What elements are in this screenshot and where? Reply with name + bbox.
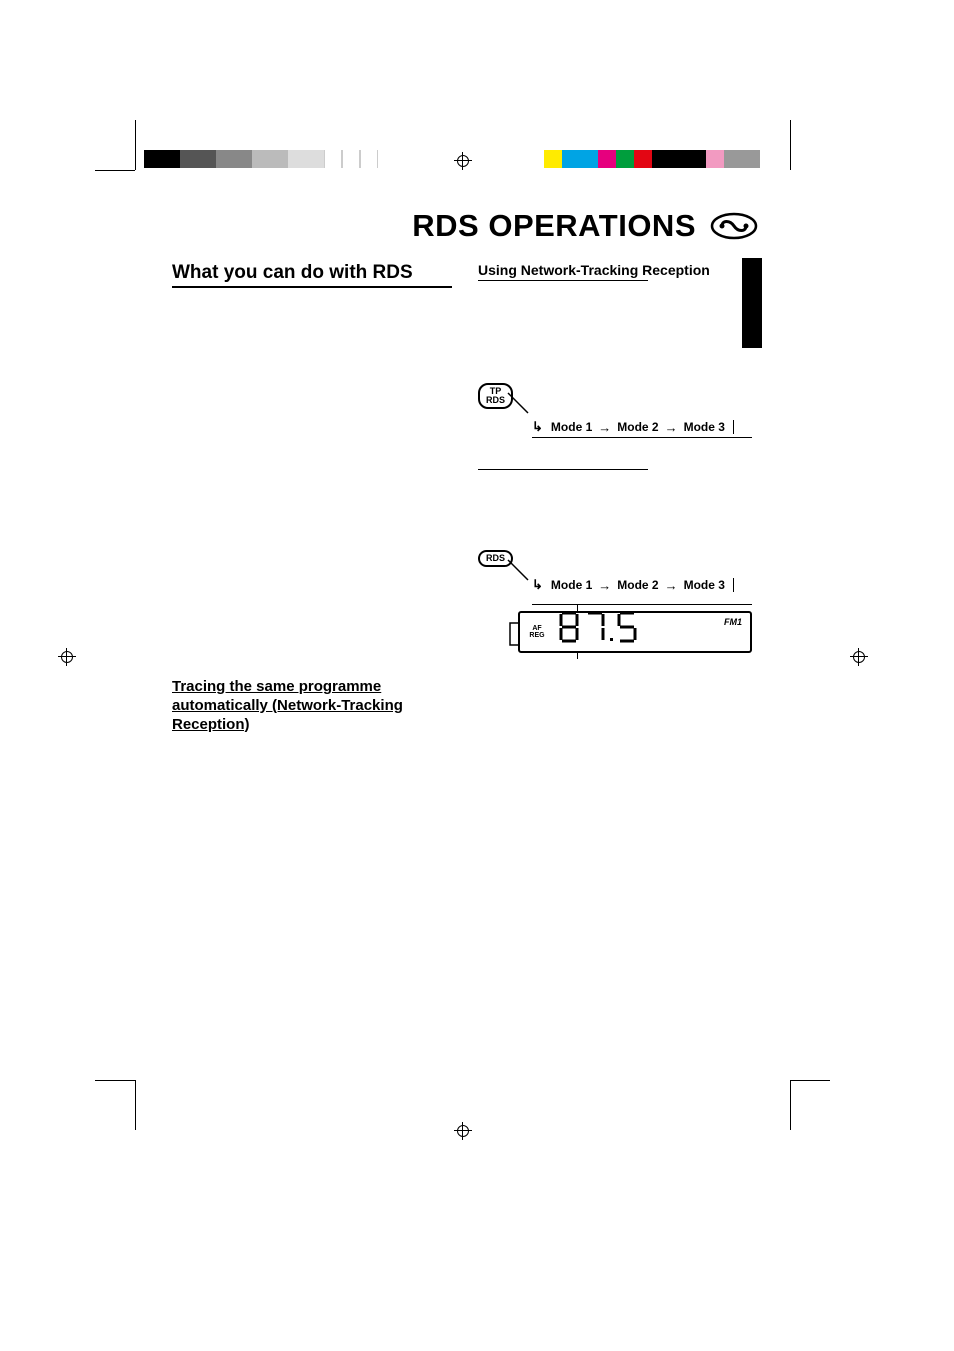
registration-mark-icon xyxy=(58,648,76,666)
arrow-right-icon: → xyxy=(665,420,678,435)
underline xyxy=(478,280,648,281)
page-title: RDS OPERATIONS xyxy=(412,208,696,244)
right-column: Using Network-Tracking Reception TP RDS … xyxy=(478,262,758,734)
cycle-end xyxy=(733,578,734,592)
color-swatches xyxy=(544,150,760,168)
cycle-return-line xyxy=(532,437,752,438)
underline xyxy=(478,469,648,470)
crop-mark xyxy=(790,1080,830,1081)
crop-mark xyxy=(790,1080,791,1130)
registration-mark-icon xyxy=(850,648,868,666)
radio-lcd-display: AF REG xyxy=(518,611,752,653)
rds-mode-cycle: RDS Mode 1 → Mode 2 → Mode 3 xyxy=(478,496,758,653)
reg-indicator: REG xyxy=(520,632,554,639)
mode-3-label: Mode 3 xyxy=(684,578,725,592)
band-indicator: FM1 xyxy=(724,617,742,627)
registration-mark-icon xyxy=(454,152,472,170)
crop-mark xyxy=(135,120,136,170)
crop-mark xyxy=(135,1080,136,1130)
tick-mark xyxy=(577,605,578,613)
crop-mark xyxy=(790,120,791,170)
bracket-icon xyxy=(504,621,520,652)
arrow-right-icon: → xyxy=(665,578,678,593)
cycle-arrow-icon xyxy=(532,419,545,435)
grayscale-swatches xyxy=(144,150,378,168)
mode-1-label: Mode 1 xyxy=(551,420,592,434)
mode-3-label: Mode 3 xyxy=(684,420,725,434)
af-indicator: AF xyxy=(520,625,554,632)
manual-page: RDS OPERATIONS What you can do with RDS … xyxy=(0,0,954,1351)
cycle-end xyxy=(733,420,734,434)
mode-2-label: Mode 2 xyxy=(617,578,658,592)
frequency-readout xyxy=(558,610,750,654)
button-label-rds: RDS xyxy=(486,395,505,405)
cycle-return-line xyxy=(532,604,752,605)
network-tracking-subheading: Using Network-Tracking Reception xyxy=(478,262,758,278)
registration-mark-icon xyxy=(454,1122,472,1140)
crop-mark xyxy=(95,170,135,171)
mode-2-label: Mode 2 xyxy=(617,420,658,434)
left-column: What you can do with RDS Tracing the sam… xyxy=(172,262,452,734)
cycle-arrow-icon xyxy=(532,577,545,593)
tp-rds-mode-cycle: TP RDS Mode 1 → Mode 2 → Mode 3 xyxy=(478,383,758,435)
crop-mark xyxy=(95,1080,135,1081)
mode-1-label: Mode 1 xyxy=(551,578,592,592)
section-heading: What you can do with RDS xyxy=(172,262,452,288)
pointer-line-icon xyxy=(506,558,530,582)
disc-logo-icon xyxy=(710,212,758,240)
button-label-rds: RDS xyxy=(486,553,505,563)
arrow-right-icon: → xyxy=(598,578,611,593)
pointer-line-icon xyxy=(506,391,530,415)
tick-mark xyxy=(577,651,578,659)
page-content: RDS OPERATIONS What you can do with RDS … xyxy=(172,208,758,734)
tracing-subheading: Tracing the same programme automatically… xyxy=(172,678,452,734)
arrow-right-icon: → xyxy=(598,420,611,435)
